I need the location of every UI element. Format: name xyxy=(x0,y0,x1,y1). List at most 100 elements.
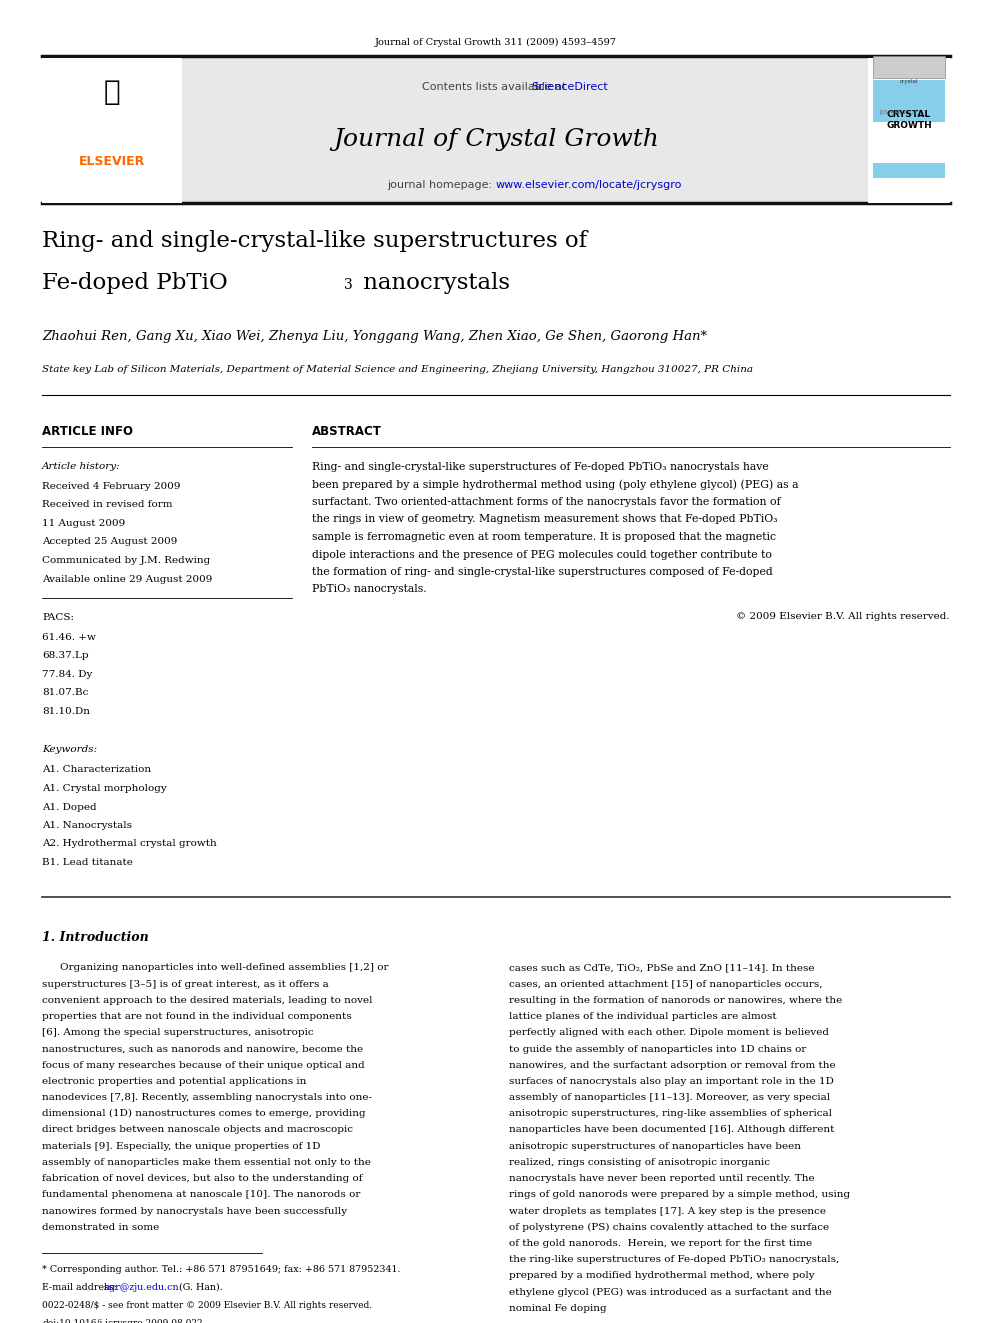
Text: Received in revised form: Received in revised form xyxy=(42,500,173,509)
Text: Article history:: Article history: xyxy=(42,462,121,471)
Bar xyxy=(873,163,945,179)
Text: of the gold nanorods.  Herein, we report for the first time: of the gold nanorods. Herein, we report … xyxy=(509,1238,811,1248)
Text: anisotropic superstructures of nanoparticles have been: anisotropic superstructures of nanoparti… xyxy=(509,1142,801,1151)
Text: ethylene glycol (PEG) was introduced as a surfactant and the: ethylene glycol (PEG) was introduced as … xyxy=(509,1287,831,1297)
Text: Zhaohui Ren, Gang Xu, Xiao Wei, Zhenya Liu, Yonggang Wang, Zhen Xiao, Ge Shen, G: Zhaohui Ren, Gang Xu, Xiao Wei, Zhenya L… xyxy=(42,329,707,343)
Text: ARTICLE INFO: ARTICLE INFO xyxy=(42,425,133,438)
Text: cases, an oriented attachment [15] of nanoparticles occurs,: cases, an oriented attachment [15] of na… xyxy=(509,980,822,988)
Text: dimensional (1D) nanostructures comes to emerge, providing: dimensional (1D) nanostructures comes to… xyxy=(42,1109,366,1118)
Text: * Corresponding author. Tel.: +86 571 87951649; fax: +86 571 87952341.: * Corresponding author. Tel.: +86 571 87… xyxy=(42,1265,401,1274)
Text: focus of many researches because of their unique optical and: focus of many researches because of thei… xyxy=(42,1061,365,1070)
Text: 0022-0248/$ - see front matter © 2009 Elsevier B.V. All rights reserved.: 0022-0248/$ - see front matter © 2009 El… xyxy=(42,1301,372,1310)
Text: crystal: crystal xyxy=(900,79,919,85)
Text: 11 August 2009: 11 August 2009 xyxy=(42,519,125,528)
Text: dipole interactions and the presence of PEG molecules could together contribute : dipole interactions and the presence of … xyxy=(312,549,772,560)
Text: PbTiO₃ nanocrystals.: PbTiO₃ nanocrystals. xyxy=(312,585,427,594)
Text: nanowires formed by nanocrystals have been successfully: nanowires formed by nanocrystals have be… xyxy=(42,1207,347,1216)
Text: nanocrystals: nanocrystals xyxy=(356,273,510,294)
Text: fundamental phenomena at nanoscale [10]. The nanorods or: fundamental phenomena at nanoscale [10].… xyxy=(42,1191,360,1200)
Text: (G. Han).: (G. Han). xyxy=(176,1283,223,1293)
Bar xyxy=(873,56,945,78)
Text: prepared by a modified hydrothermal method, where poly: prepared by a modified hydrothermal meth… xyxy=(509,1271,814,1281)
Text: 3: 3 xyxy=(344,278,353,292)
Text: realized, rings consisting of anisotropic inorganic: realized, rings consisting of anisotropi… xyxy=(509,1158,770,1167)
Text: doi:10.1016/j.jcrysgro.2009.08.022: doi:10.1016/j.jcrysgro.2009.08.022 xyxy=(42,1319,202,1323)
Text: Journal of Crystal Growth 311 (2009) 4593–4597: Journal of Crystal Growth 311 (2009) 459… xyxy=(375,38,617,48)
Text: ABSTRACT: ABSTRACT xyxy=(312,425,382,438)
Text: the formation of ring- and single-crystal-like superstructures composed of Fe-do: the formation of ring- and single-crysta… xyxy=(312,568,773,577)
Text: lattice planes of the individual particles are almost: lattice planes of the individual particl… xyxy=(509,1012,776,1021)
Text: nanocrystals have never been reported until recently. The: nanocrystals have never been reported un… xyxy=(509,1174,814,1183)
Text: A1. Characterization: A1. Characterization xyxy=(42,766,151,774)
Text: been prepared by a simple hydrothermal method using (poly ethylene glycol) (PEG): been prepared by a simple hydrothermal m… xyxy=(312,479,799,490)
Text: properties that are not found in the individual components: properties that are not found in the ind… xyxy=(42,1012,351,1021)
Text: 81.10.Dn: 81.10.Dn xyxy=(42,706,90,716)
Text: nanodevices [7,8]. Recently, assembling nanocrystals into one-: nanodevices [7,8]. Recently, assembling … xyxy=(42,1093,372,1102)
Text: State key Lab of Silicon Materials, Department of Material Science and Engineeri: State key Lab of Silicon Materials, Depa… xyxy=(42,365,753,374)
Text: Keywords:: Keywords: xyxy=(42,745,97,754)
Text: Communicated by J.M. Redwing: Communicated by J.M. Redwing xyxy=(42,556,210,565)
Text: of polystyrene (PS) chains covalently attached to the surface: of polystyrene (PS) chains covalently at… xyxy=(509,1222,828,1232)
Text: water droplets as templates [17]. A key step is the presence: water droplets as templates [17]. A key … xyxy=(509,1207,825,1216)
Bar xyxy=(42,58,950,202)
Text: 81.07.Bc: 81.07.Bc xyxy=(42,688,88,697)
Text: PACS:: PACS: xyxy=(42,613,74,622)
Text: sample is ferromagnetic even at room temperature. It is proposed that the magnet: sample is ferromagnetic even at room tem… xyxy=(312,532,776,542)
Bar xyxy=(873,134,945,156)
Text: resulting in the formation of nanorods or nanowires, where the: resulting in the formation of nanorods o… xyxy=(509,996,842,1005)
Text: the rings in view of geometry. Magnetism measurement shows that Fe-doped PbTiO₃: the rings in view of geometry. Magnetism… xyxy=(312,515,778,524)
Text: E-mail address:: E-mail address: xyxy=(42,1283,120,1293)
Text: Organizing nanoparticles into well-defined assemblies [1,2] or: Organizing nanoparticles into well-defin… xyxy=(60,963,389,972)
Text: direct bridges between nanoscale objects and macroscopic: direct bridges between nanoscale objects… xyxy=(42,1126,353,1135)
Text: A1. Doped: A1. Doped xyxy=(42,803,96,811)
Text: Fe-doped PbTiO: Fe-doped PbTiO xyxy=(42,273,228,294)
Text: journal homepage:: journal homepage: xyxy=(387,180,496,191)
Text: A2. Hydrothermal crystal growth: A2. Hydrothermal crystal growth xyxy=(42,840,216,848)
Text: ELSEVIER: ELSEVIER xyxy=(79,155,145,168)
Bar xyxy=(42,58,182,202)
Text: nominal Fe doping: nominal Fe doping xyxy=(509,1303,606,1312)
Text: superstructures [3–5] is of great interest, as it offers a: superstructures [3–5] is of great intere… xyxy=(42,980,328,988)
Bar xyxy=(868,58,950,202)
Text: A1. Nanocrystals: A1. Nanocrystals xyxy=(42,822,132,830)
Text: convenient approach to the desired materials, leading to novel: convenient approach to the desired mater… xyxy=(42,996,373,1005)
Text: www.elsevier.com/locate/jcrysgro: www.elsevier.com/locate/jcrysgro xyxy=(496,180,682,191)
Text: anisotropic superstructures, ring-like assemblies of spherical: anisotropic superstructures, ring-like a… xyxy=(509,1109,831,1118)
Text: surfactant. Two oriented-attachment forms of the nanocrystals favor the formatio: surfactant. Two oriented-attachment form… xyxy=(312,497,781,507)
Text: assembly of nanoparticles make them essential not only to the: assembly of nanoparticles make them esse… xyxy=(42,1158,371,1167)
Text: Ring- and single-crystal-like superstructures of: Ring- and single-crystal-like superstruc… xyxy=(42,230,587,251)
Text: ScienceDirect: ScienceDirect xyxy=(531,82,608,93)
Text: Journal of Crystal Growth: Journal of Crystal Growth xyxy=(333,128,659,151)
Text: nanoparticles have been documented [16]. Although different: nanoparticles have been documented [16].… xyxy=(509,1126,834,1135)
Text: nanowires, and the surfactant adsorption or removal from the: nanowires, and the surfactant adsorption… xyxy=(509,1061,835,1070)
Text: 1. Introduction: 1. Introduction xyxy=(42,931,149,945)
Text: A1. Crystal morphology: A1. Crystal morphology xyxy=(42,785,167,792)
Text: © 2009 Elsevier B.V. All rights reserved.: © 2009 Elsevier B.V. All rights reserved… xyxy=(736,613,950,620)
Text: cases such as CdTe, TiO₂, PbSe and ZnO [11–14]. In these: cases such as CdTe, TiO₂, PbSe and ZnO [… xyxy=(509,963,814,972)
Text: Contents lists available at: Contents lists available at xyxy=(422,82,570,93)
Text: Received 4 February 2009: Received 4 February 2009 xyxy=(42,482,181,491)
Text: CRYSTAL
GROWTH: CRYSTAL GROWTH xyxy=(886,110,931,130)
Text: assembly of nanoparticles [11–13]. Moreover, as very special: assembly of nanoparticles [11–13]. Moreo… xyxy=(509,1093,829,1102)
Text: Available online 29 August 2009: Available online 29 August 2009 xyxy=(42,574,212,583)
Text: electronic properties and potential applications in: electronic properties and potential appl… xyxy=(42,1077,307,1086)
Text: Accepted 25 August 2009: Accepted 25 August 2009 xyxy=(42,537,178,546)
Text: Ring- and single-crystal-like superstructures of Fe-doped PbTiO₃ nanocrystals ha: Ring- and single-crystal-like superstruc… xyxy=(312,462,769,472)
Text: perfectly aligned with each other. Dipole moment is believed: perfectly aligned with each other. Dipol… xyxy=(509,1028,828,1037)
Text: nanostructures, such as nanorods and nanowire, become the: nanostructures, such as nanorods and nan… xyxy=(42,1044,363,1053)
Text: the ring-like superstructures of Fe-doped PbTiO₃ nanocrystals,: the ring-like superstructures of Fe-dope… xyxy=(509,1256,839,1263)
Text: JOURNAL OF: JOURNAL OF xyxy=(879,110,918,115)
Text: 77.84. Dy: 77.84. Dy xyxy=(42,669,92,679)
Text: materials [9]. Especially, the unique properties of 1D: materials [9]. Especially, the unique pr… xyxy=(42,1142,320,1151)
Text: hgr@zju.edu.cn: hgr@zju.edu.cn xyxy=(104,1283,180,1293)
Text: fabrication of novel devices, but also to the understanding of: fabrication of novel devices, but also t… xyxy=(42,1174,362,1183)
Bar xyxy=(873,79,945,122)
Text: 68.37.Lp: 68.37.Lp xyxy=(42,651,88,660)
Text: surfaces of nanocrystals also play an important role in the 1D: surfaces of nanocrystals also play an im… xyxy=(509,1077,833,1086)
Text: 61.46. +w: 61.46. +w xyxy=(42,632,96,642)
Text: demonstrated in some: demonstrated in some xyxy=(42,1222,160,1232)
Text: B1. Lead titanate: B1. Lead titanate xyxy=(42,859,133,867)
Text: rings of gold nanorods were prepared by a simple method, using: rings of gold nanorods were prepared by … xyxy=(509,1191,849,1200)
Text: 🌳: 🌳 xyxy=(104,78,120,106)
Text: [6]. Among the special superstructures, anisotropic: [6]. Among the special superstructures, … xyxy=(42,1028,313,1037)
